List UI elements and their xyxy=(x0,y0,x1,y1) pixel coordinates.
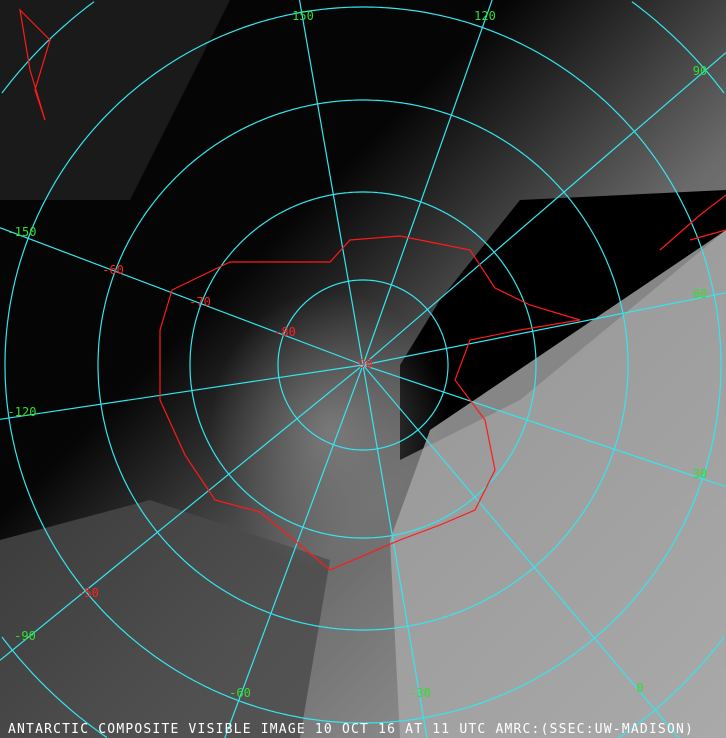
longitude-label: -150 xyxy=(8,225,37,239)
imagery-patch xyxy=(0,500,330,738)
image-caption: ANTARCTIC COMPOSITE VISIBLE IMAGE 10 OCT… xyxy=(8,722,695,737)
latitude-label: -70 xyxy=(189,295,211,309)
meridian-line xyxy=(0,364,364,661)
longitude-label: -120 xyxy=(8,405,37,419)
meridian-line xyxy=(0,364,364,420)
latitude-label: -60 xyxy=(102,263,124,277)
imagery-patch xyxy=(390,230,726,738)
imagery-patch xyxy=(0,0,230,200)
latitude-circle xyxy=(4,6,722,724)
longitude-label: 120 xyxy=(474,9,496,23)
longitude-label: 30 xyxy=(693,467,707,481)
latitude-circle xyxy=(277,279,449,451)
longitude-label: 150 xyxy=(292,9,314,23)
antarctica-coastline xyxy=(159,235,581,571)
meridian-line xyxy=(0,227,364,366)
meridian-line xyxy=(362,52,726,366)
latitude-label: -90 xyxy=(351,357,373,371)
latitude-circle xyxy=(97,99,629,631)
longitude-label: -30 xyxy=(409,686,431,700)
latitude-label: -80 xyxy=(274,325,296,339)
longitude-label: -60 xyxy=(229,686,251,700)
latitude-circle xyxy=(189,191,537,539)
longitude-label: 90 xyxy=(693,64,707,78)
imagery-patch xyxy=(210,290,450,570)
meridian-line xyxy=(362,0,493,366)
latitude-label: -50 xyxy=(77,586,99,600)
longitude-label: 0 xyxy=(636,681,643,695)
longitude-label: 60 xyxy=(693,287,707,301)
coastline-fragment xyxy=(19,8,726,251)
meridian-line xyxy=(362,292,726,366)
meridian-line xyxy=(224,364,364,738)
meridian-line xyxy=(298,0,364,366)
meridian-line xyxy=(362,364,428,738)
longitude-label: -90 xyxy=(14,629,36,643)
meridian-line xyxy=(362,364,680,738)
meridian-line xyxy=(362,364,726,488)
